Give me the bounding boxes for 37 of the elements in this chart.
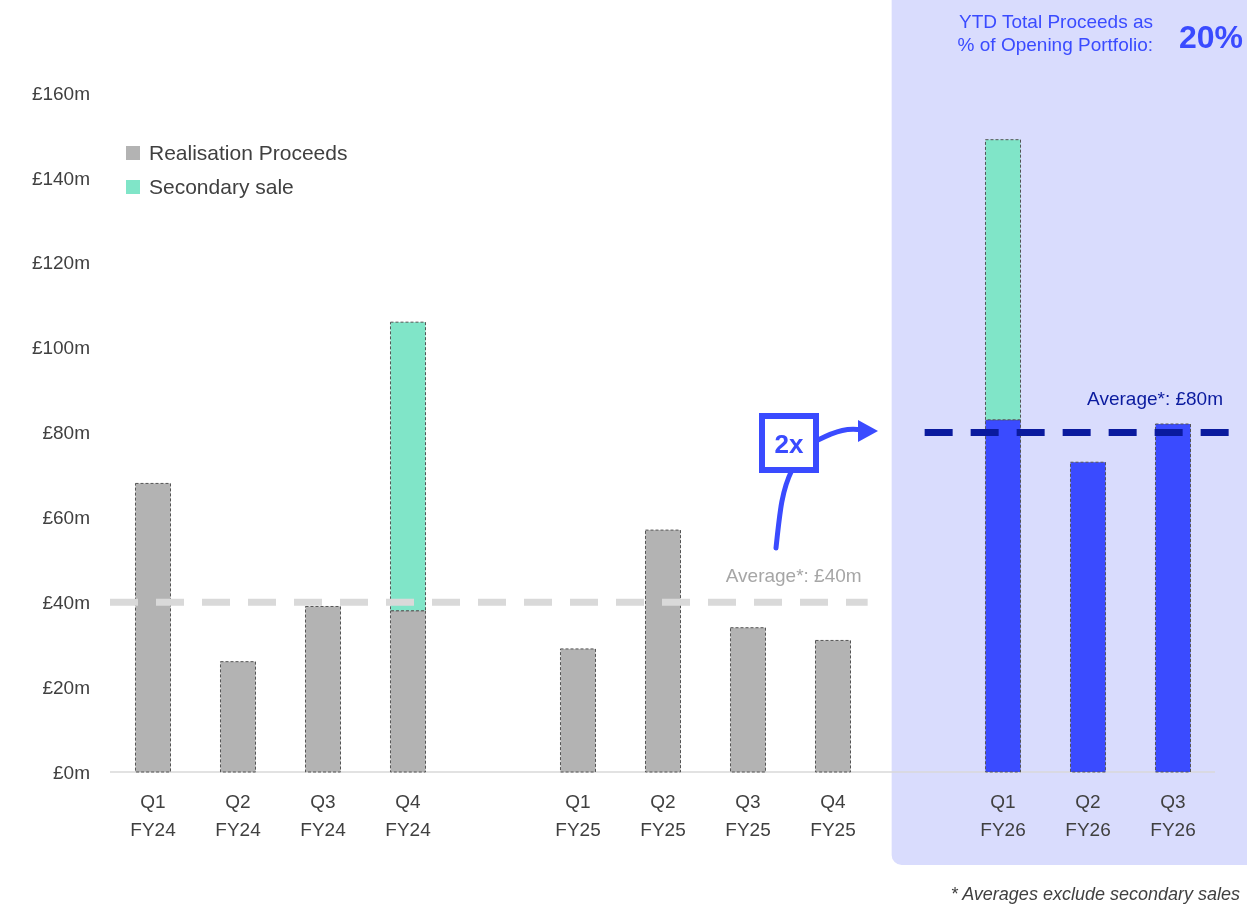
legend-label: Secondary sale <box>149 175 294 199</box>
y-tick-label: £60m <box>42 507 90 529</box>
y-tick-label: £80m <box>42 422 90 444</box>
bar <box>559 648 597 773</box>
x-tick-label: Q3 FY26 <box>1150 791 1196 840</box>
ref-line-label: Average*: £40m <box>725 565 862 587</box>
ref-line-label: Average*: £80m <box>1087 387 1223 409</box>
x-tick-label: Q1 FY26 <box>980 791 1026 840</box>
bar <box>729 627 767 773</box>
text: 20% <box>1178 19 1243 55</box>
x-tick-label: Q2 FY24 <box>215 791 262 840</box>
x-tick-label: Q4 FY24 <box>385 791 432 840</box>
bar <box>1069 461 1107 773</box>
y-tick-label: £160m <box>31 82 90 104</box>
y-tick-label: £140m <box>31 167 90 189</box>
x-tick-label: Q2 FY25 <box>640 791 686 840</box>
annotation: 2x <box>774 429 804 460</box>
bar <box>219 661 257 773</box>
text: YTD Total Proceeds as % of Opening Portfolio: <box>957 11 1153 55</box>
bar <box>1154 423 1192 773</box>
y-tick-label: £40m <box>42 591 90 613</box>
x-tick-label: Q3 FY24 <box>300 791 347 840</box>
y-tick-label: £100m <box>31 337 90 359</box>
bar <box>644 529 682 773</box>
y-tick-label: £120m <box>31 252 90 274</box>
text: * Averages exclude secondary sales <box>950 884 1240 904</box>
x-tick-label: Q1 FY25 <box>555 791 601 840</box>
y-tick-label: £20m <box>42 676 90 698</box>
x-tick-label: Q3 FY25 <box>725 791 771 840</box>
x-tick-label: Q1 FY24 <box>130 791 177 840</box>
legend-label: Realisation Proceeds <box>149 141 348 165</box>
bar <box>814 639 852 773</box>
x-tick-label: Q4 FY25 <box>810 791 856 840</box>
bar <box>304 605 342 773</box>
x-tick-label: Q2 FY26 <box>1065 791 1111 840</box>
y-tick-label: £0m <box>53 761 90 783</box>
bar <box>134 482 172 773</box>
